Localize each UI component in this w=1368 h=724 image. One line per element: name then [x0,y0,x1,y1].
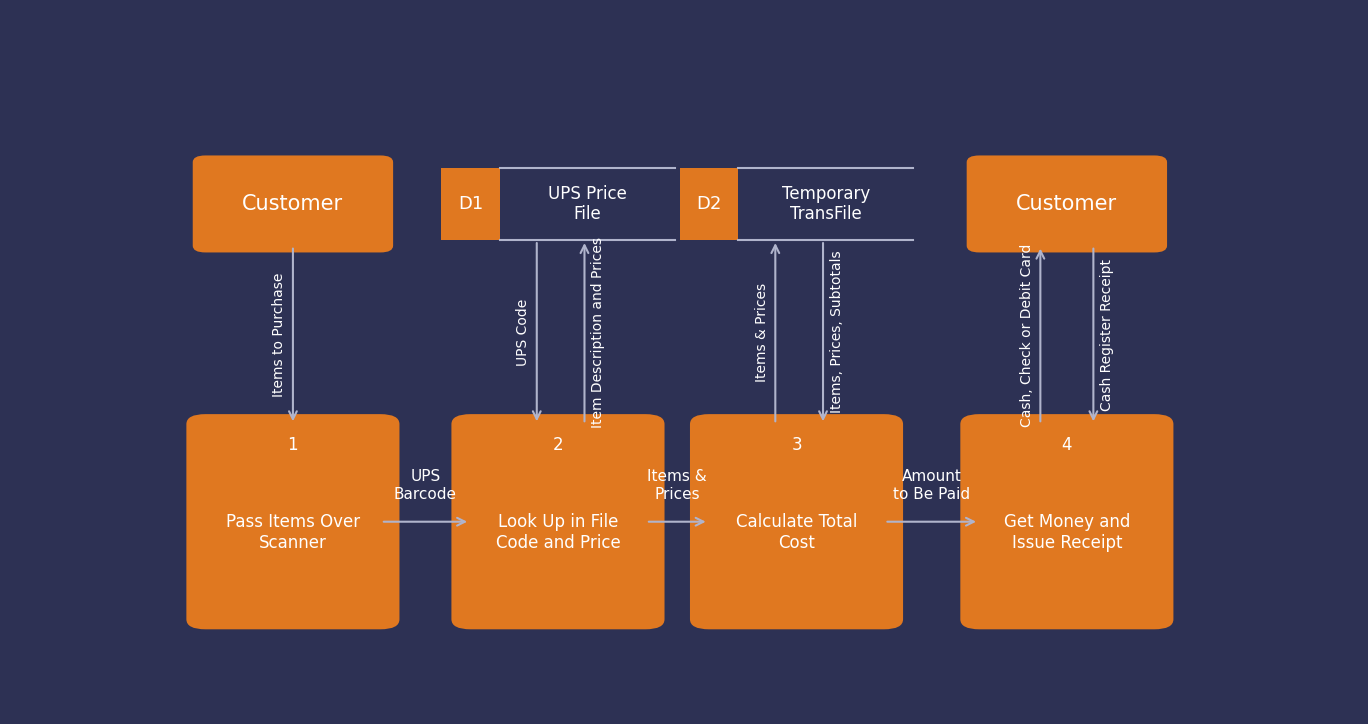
Text: D2: D2 [696,195,722,213]
FancyBboxPatch shape [689,414,903,629]
Text: 2: 2 [553,437,564,455]
Text: Items &
Prices: Items & Prices [647,469,707,502]
Text: Temporary
TransFile: Temporary TransFile [781,185,870,223]
Text: UPS
Barcode: UPS Barcode [394,469,457,502]
FancyBboxPatch shape [186,414,399,629]
Text: Cash Register Receipt: Cash Register Receipt [1100,259,1114,411]
Text: UPS Price
File: UPS Price File [547,185,627,223]
Text: 3: 3 [791,437,802,455]
FancyBboxPatch shape [680,168,739,240]
Text: Items to Purchase: Items to Purchase [272,273,286,397]
Text: Pass Items Over
Scanner: Pass Items Over Scanner [226,513,360,552]
Text: Item Description and Prices: Item Description and Prices [591,237,605,428]
FancyBboxPatch shape [442,168,499,240]
Text: 4: 4 [1062,437,1073,455]
FancyBboxPatch shape [960,414,1174,629]
Text: Customer: Customer [242,194,343,214]
Text: Items, Prices, Subtotals: Items, Prices, Subtotals [830,251,844,413]
Text: UPS Code: UPS Code [516,298,529,366]
FancyBboxPatch shape [193,156,393,253]
Text: Look Up in File
Code and Price: Look Up in File Code and Price [495,513,620,552]
Text: Customer: Customer [1016,194,1118,214]
Text: D1: D1 [458,195,483,213]
Text: 1: 1 [287,437,298,455]
FancyBboxPatch shape [967,156,1167,253]
Text: Cash, Check or Debit Card: Cash, Check or Debit Card [1019,243,1034,426]
FancyBboxPatch shape [451,414,665,629]
Text: Get Money and
Issue Receipt: Get Money and Issue Receipt [1004,513,1130,552]
Text: Amount
to Be Paid: Amount to Be Paid [893,469,970,502]
Text: Calculate Total
Cost: Calculate Total Cost [736,513,858,552]
Text: Items & Prices: Items & Prices [755,282,769,382]
